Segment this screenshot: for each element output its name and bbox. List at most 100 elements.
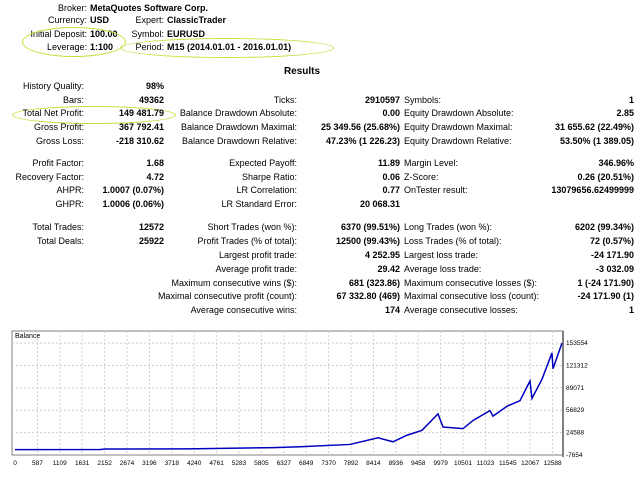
- expert-value: ClassicTrader: [167, 15, 227, 25]
- x-tick-label: 587: [32, 460, 43, 467]
- stat-value: 0.26 (20.51%): [577, 172, 634, 182]
- stat-label: Largest loss trade:: [404, 250, 479, 260]
- stat-label: GHPR:: [55, 199, 84, 209]
- stat-value: 47.23% (1 226.23): [325, 136, 400, 146]
- stat-value: 72 (0.57%): [589, 236, 634, 246]
- stat-value: 11.89: [377, 158, 400, 168]
- stat-value: 6202 (99.34%): [574, 222, 634, 232]
- x-tick-label: 9458: [411, 460, 426, 467]
- stat-label: Bars:: [62, 95, 84, 105]
- x-tick-label: 12067: [521, 460, 539, 467]
- stat-value: 4.72: [146, 172, 164, 182]
- stat-value: 12572: [138, 222, 164, 232]
- stat-label: Symbols:: [404, 95, 442, 105]
- stat-value: 29.42: [377, 264, 400, 274]
- stat-value: 2910597: [364, 95, 400, 105]
- stat-value: -218 310.62: [115, 136, 164, 146]
- stat-value: 20 068.31: [359, 199, 400, 209]
- stat-label: Equity Drawdown Maximal:: [404, 122, 513, 132]
- stat-label: Expected Payoff:: [229, 158, 297, 168]
- y-tick-label: 24588: [566, 430, 584, 437]
- x-tick-label: 7892: [344, 460, 359, 467]
- stat-value: -24 171.90: [590, 250, 634, 260]
- stat-label: Profit Factor:: [32, 158, 84, 168]
- stat-value: 1: [628, 305, 634, 315]
- stat-label: Gross Loss:: [35, 136, 84, 146]
- stat-value: 25 349.56 (25.68%): [320, 122, 400, 132]
- stat-label: Maximal consecutive loss (count):: [404, 291, 540, 301]
- stat-label: Profit Trades (% of total):: [197, 236, 297, 246]
- stat-label: LR Correlation:: [236, 185, 297, 195]
- x-tick-label: 11545: [499, 460, 517, 467]
- stat-value: 25922: [138, 236, 164, 246]
- stat-value: 149 481.79: [118, 108, 164, 118]
- x-tick-label: 6327: [277, 460, 292, 467]
- stat-value: 346.96%: [598, 158, 634, 168]
- stat-value: 2.85: [616, 108, 634, 118]
- stat-value: 67 332.80 (469): [336, 291, 400, 301]
- stat-label: Sharpe Ratio:: [241, 172, 297, 182]
- x-tick-label: 0: [13, 460, 17, 467]
- stat-value: -3 032.09: [595, 264, 634, 274]
- stat-value: 0.00: [382, 108, 400, 118]
- balance-line: [14, 342, 563, 451]
- stat-value: 1 (-24 171.90): [577, 278, 634, 288]
- x-tick-label: 11023: [477, 460, 495, 467]
- stat-value: 12500 (99.43%): [335, 236, 400, 246]
- stat-value: 681 (323.86): [348, 278, 400, 288]
- stat-value: 1: [628, 95, 634, 105]
- x-tick-label: 9979: [433, 460, 448, 467]
- stat-label: Recovery Factor:: [15, 172, 84, 182]
- stat-value: 6370 (99.51%): [340, 222, 400, 232]
- y-tick-label: 153554: [566, 340, 588, 347]
- stat-value: 53.50% (1 389.05): [559, 136, 634, 146]
- x-tick-label: 5805: [254, 460, 269, 467]
- stat-value: 174: [384, 305, 400, 315]
- stat-value: 367 792.41: [118, 122, 164, 132]
- stat-value: 1.0006 (0.06%): [102, 199, 164, 209]
- stat-value: 0.77: [382, 185, 400, 195]
- stat-value: 4 252.95: [364, 250, 400, 260]
- stat-label: Maximal consecutive profit (count):: [157, 291, 297, 301]
- stat-label: Short Trades (won %):: [207, 222, 297, 232]
- stat-label: Ticks:: [273, 95, 297, 105]
- stat-label: Average profit trade:: [215, 264, 297, 274]
- stat-label: Balance Drawdown Relative:: [181, 136, 297, 146]
- stat-label: Long Trades (won %):: [404, 222, 493, 232]
- broker-label: Broker:: [57, 3, 87, 13]
- highlight-ellipse-period: [120, 38, 334, 58]
- x-tick-label: 2152: [97, 460, 112, 467]
- stat-label: Equity Drawdown Relative:: [404, 136, 512, 146]
- stat-label: Average loss trade:: [404, 264, 482, 274]
- x-tick-label: 10501: [454, 460, 472, 467]
- balance-chart: 0 587 1109 1631 2152 2674 3196 3718 4240 4761 5283…: [11, 330, 588, 467]
- stat-value: 98%: [145, 81, 164, 91]
- stat-label: Gross Profit:: [33, 122, 84, 132]
- highlight-ellipse-net-profit: [12, 106, 176, 124]
- x-tick-label: 3718: [165, 460, 180, 467]
- stat-label: Total Trades:: [32, 222, 84, 232]
- x-tick-label: 5283: [232, 460, 247, 467]
- x-tick-label: 8936: [389, 460, 404, 467]
- stat-value: 1.0007 (0.07%): [102, 185, 164, 195]
- stat-label: Loss Trades (% of total):: [404, 236, 502, 246]
- x-tick-label: 3196: [142, 460, 157, 467]
- y-tick-label: 89071: [566, 385, 584, 392]
- x-tick-label: 12588: [544, 460, 562, 467]
- stat-label: Maximum consecutive wins ($):: [171, 278, 297, 288]
- x-tick-label: 7370: [321, 460, 336, 467]
- stat-label: Average consecutive losses:: [404, 305, 518, 315]
- stat-value: 0.06: [382, 172, 400, 182]
- stat-label: Average consecutive wins:: [190, 305, 297, 315]
- x-tick-label: 6849: [299, 460, 314, 467]
- x-tick-label: 4761: [209, 460, 224, 467]
- plot-area: [11, 330, 564, 456]
- y-tick-label: 56829: [566, 407, 584, 414]
- x-tick-label: 1631: [75, 460, 90, 467]
- stat-label: Balance Drawdown Maximal:: [180, 122, 297, 132]
- stat-value: -24 171.90 (1): [577, 291, 634, 301]
- stat-label: Maximum consecutive losses ($):: [404, 278, 538, 288]
- results-title: Results: [283, 66, 321, 77]
- x-tick-label: 2674: [120, 460, 135, 467]
